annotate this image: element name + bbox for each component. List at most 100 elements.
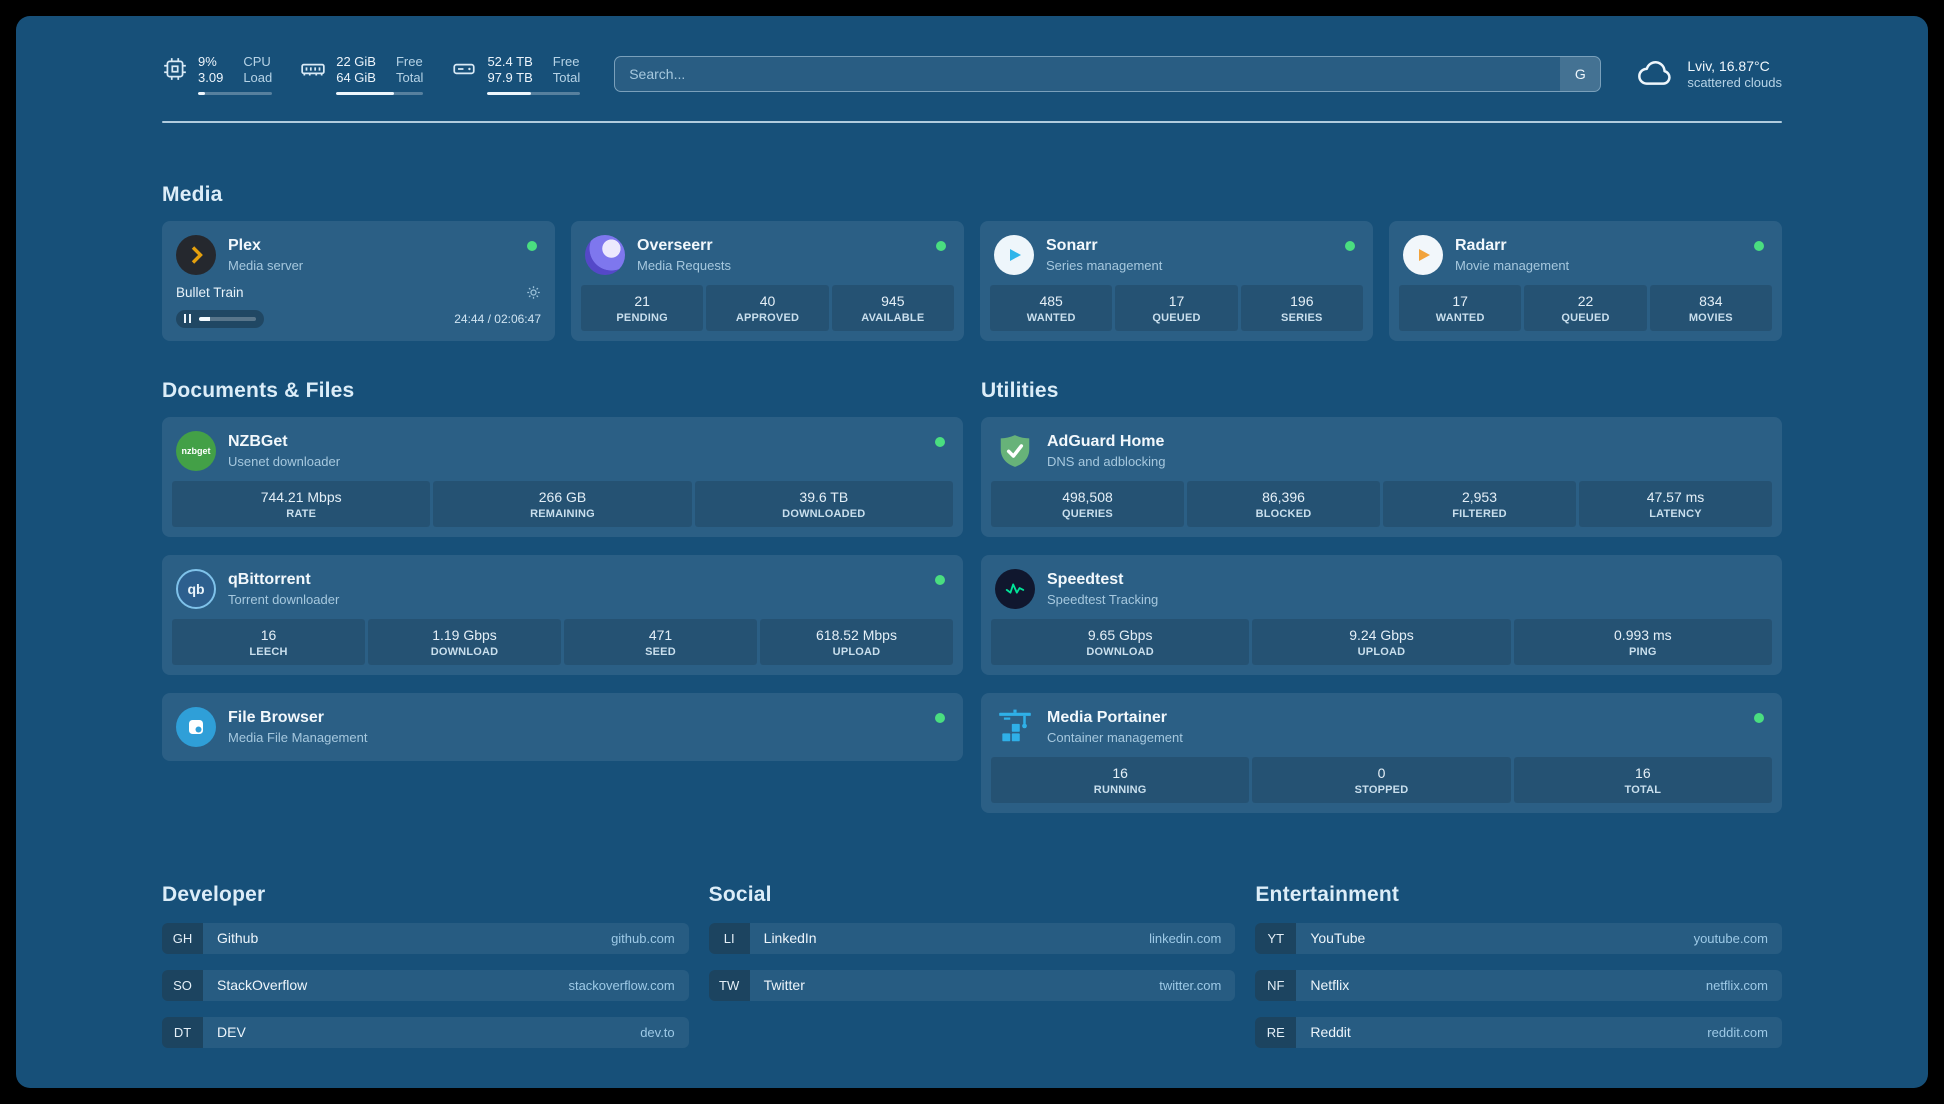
stat-box: 0.993 ms PING — [1513, 618, 1772, 665]
radarr-icon[interactable] — [1403, 234, 1443, 275]
plex-icon[interactable] — [176, 234, 216, 275]
service-name[interactable]: Plex — [228, 237, 261, 255]
bookmark-github[interactable]: GH Github github.com — [162, 922, 689, 954]
disk-total-value: 97.9 TB — [487, 70, 533, 86]
bookmark-reddit[interactable]: RE Reddit reddit.com — [1255, 1016, 1782, 1048]
service-name[interactable]: Media Portainer — [1047, 709, 1168, 727]
overseerr-icon[interactable] — [585, 234, 625, 275]
bookmark-name: YouTube — [1310, 930, 1366, 946]
disk-widget: 52.4 TB 97.9 TB Free Total — [451, 54, 581, 95]
service-name[interactable]: Speedtest — [1047, 571, 1124, 589]
section-title-developer: Developer — [162, 882, 266, 906]
bookmark-url: github.com — [611, 930, 675, 946]
weather-widget: Lviv, 16.87°C scattered clouds — [1635, 56, 1782, 93]
bookmark-name: DEV — [217, 1024, 246, 1040]
bookmark-group-entertainment: Entertainment YT YouTube youtube.com NF … — [1255, 883, 1782, 1048]
service-name[interactable]: Radarr — [1455, 237, 1507, 255]
bookmark-abbr: DT — [162, 1016, 203, 1048]
stat-box: 17 WANTED — [1399, 284, 1522, 331]
memory-widget: 22 GiB 64 GiB Free Total — [300, 54, 424, 95]
service-card-plex: Plex Media server Bullet Train — [162, 220, 555, 341]
top-bar: 9% 3.09 CPU Load — [162, 54, 1782, 95]
stat-box: 0 STOPPED — [1252, 756, 1511, 803]
memory-free-value: 22 GiB — [336, 54, 376, 69]
status-dot — [1754, 712, 1764, 723]
service-card-qbittorrent: qb qBittorrent Torrent downloader 16 — [162, 554, 963, 675]
service-card-overseerr: Overseerr Media Requests 21 PENDING 40 A… — [571, 220, 964, 341]
service-name[interactable]: File Browser — [228, 709, 325, 727]
bookmark-linkedin[interactable]: LI LinkedIn linkedin.com — [708, 922, 1236, 954]
bookmark-twitter[interactable]: TW Twitter twitter.com — [708, 969, 1236, 1001]
service-name[interactable]: Sonarr — [1046, 237, 1098, 255]
status-dot — [1345, 240, 1355, 251]
gear-icon[interactable] — [526, 285, 541, 300]
sonarr-icon[interactable] — [994, 234, 1034, 275]
bookmark-group-developer: Developer GH Github github.com SO StackO… — [162, 883, 689, 1048]
section-title-utilities: Utilities — [981, 378, 1059, 402]
adguard-icon[interactable] — [995, 431, 1035, 471]
cpu-label: CPU — [243, 54, 271, 69]
utilities-column: Utilities AdGuard Home — [981, 379, 1782, 813]
service-description: Media File Management — [228, 729, 368, 745]
speedtest-icon[interactable] — [995, 568, 1035, 609]
memory-icon — [300, 56, 326, 87]
stat-box: 17 QUEUED — [1115, 284, 1238, 331]
service-name[interactable]: qBittorrent — [228, 571, 311, 589]
plex-now-playing: Bullet Train — [172, 285, 545, 330]
stat-box: 618.52 Mbps UPLOAD — [760, 618, 953, 665]
documents-column: Documents & Files nzbget NZBGet Usenet d… — [162, 379, 963, 761]
stat-box: 9.65 Gbps DOWNLOAD — [991, 618, 1250, 665]
stat-box: 834 MOVIES — [1649, 284, 1772, 331]
service-card-filebrowser: File Browser Media File Management — [162, 692, 963, 761]
search-provider-button[interactable]: G — [1560, 57, 1601, 92]
stat-box: 39.6 TB DOWNLOADED — [694, 480, 953, 527]
service-name[interactable]: Overseerr — [637, 237, 713, 255]
bookmark-url: linkedin.com — [1149, 930, 1222, 946]
service-name[interactable]: NZBGet — [228, 433, 288, 451]
cpu-widget: 9% 3.09 CPU Load — [162, 54, 273, 95]
bookmark-youtube[interactable]: YT YouTube youtube.com — [1255, 922, 1782, 954]
stat-box: 86,396 BLOCKED — [1187, 480, 1380, 527]
portainer-icon[interactable] — [995, 707, 1035, 747]
filebrowser-icon[interactable] — [176, 706, 216, 747]
cpu-progress-bar — [198, 91, 273, 95]
service-description: Speedtest Tracking — [1047, 591, 1159, 607]
bookmark-netflix[interactable]: NF Netflix netflix.com — [1255, 969, 1782, 1001]
service-description: Movie management — [1455, 257, 1570, 273]
disk-free-value: 52.4 TB — [487, 54, 533, 69]
section-title-media: Media — [162, 182, 223, 206]
playback-progress-bar — [199, 316, 256, 321]
playback-time: 24:44 / 02:06:47 — [454, 311, 541, 326]
bookmark-abbr: NF — [1255, 969, 1297, 1001]
stat-box: 744.21 Mbps RATE — [172, 480, 431, 527]
search-input[interactable] — [614, 56, 1602, 93]
bookmark-stackoverflow[interactable]: SO StackOverflow stackoverflow.com — [162, 969, 689, 1001]
stat-box: 47.57 ms LATENCY — [1579, 480, 1772, 527]
stat-box: 485 WANTED — [990, 284, 1113, 331]
service-card-sonarr: Sonarr Series management 485 WANTED 17 Q… — [980, 220, 1373, 341]
search-bar: G — [614, 56, 1602, 93]
status-dot — [527, 240, 537, 251]
service-name[interactable]: AdGuard Home — [1047, 433, 1165, 451]
stat-box: 22 QUEUED — [1524, 284, 1647, 331]
nzbget-icon[interactable]: nzbget — [176, 430, 216, 471]
bookmark-url: twitter.com — [1159, 977, 1222, 993]
stat-box: 21 PENDING — [581, 284, 704, 331]
service-description: Series management — [1046, 257, 1163, 273]
memory-total-value: 64 GiB — [336, 70, 376, 86]
bookmark-name: StackOverflow — [217, 977, 308, 993]
bookmark-group-social: Social LI LinkedIn linkedin.com TW Twitt… — [708, 883, 1236, 1001]
bookmark-url: netflix.com — [1705, 977, 1768, 993]
bookmark-dev[interactable]: DT DEV dev.to — [162, 1016, 689, 1048]
service-description: Container management — [1047, 729, 1183, 745]
resource-widgets: 9% 3.09 CPU Load — [162, 54, 581, 95]
bookmark-url: reddit.com — [1707, 1024, 1768, 1040]
service-card-portainer: Media Portainer Container management 16 … — [981, 692, 1782, 813]
bookmark-url: youtube.com — [1693, 930, 1768, 946]
status-dot — [935, 712, 945, 723]
load-label: Load — [243, 70, 273, 86]
pause-button[interactable] — [176, 309, 264, 328]
service-description: Torrent downloader — [228, 591, 340, 607]
qbittorrent-icon[interactable]: qb — [176, 568, 216, 609]
bookmark-abbr: RE — [1255, 1016, 1297, 1048]
